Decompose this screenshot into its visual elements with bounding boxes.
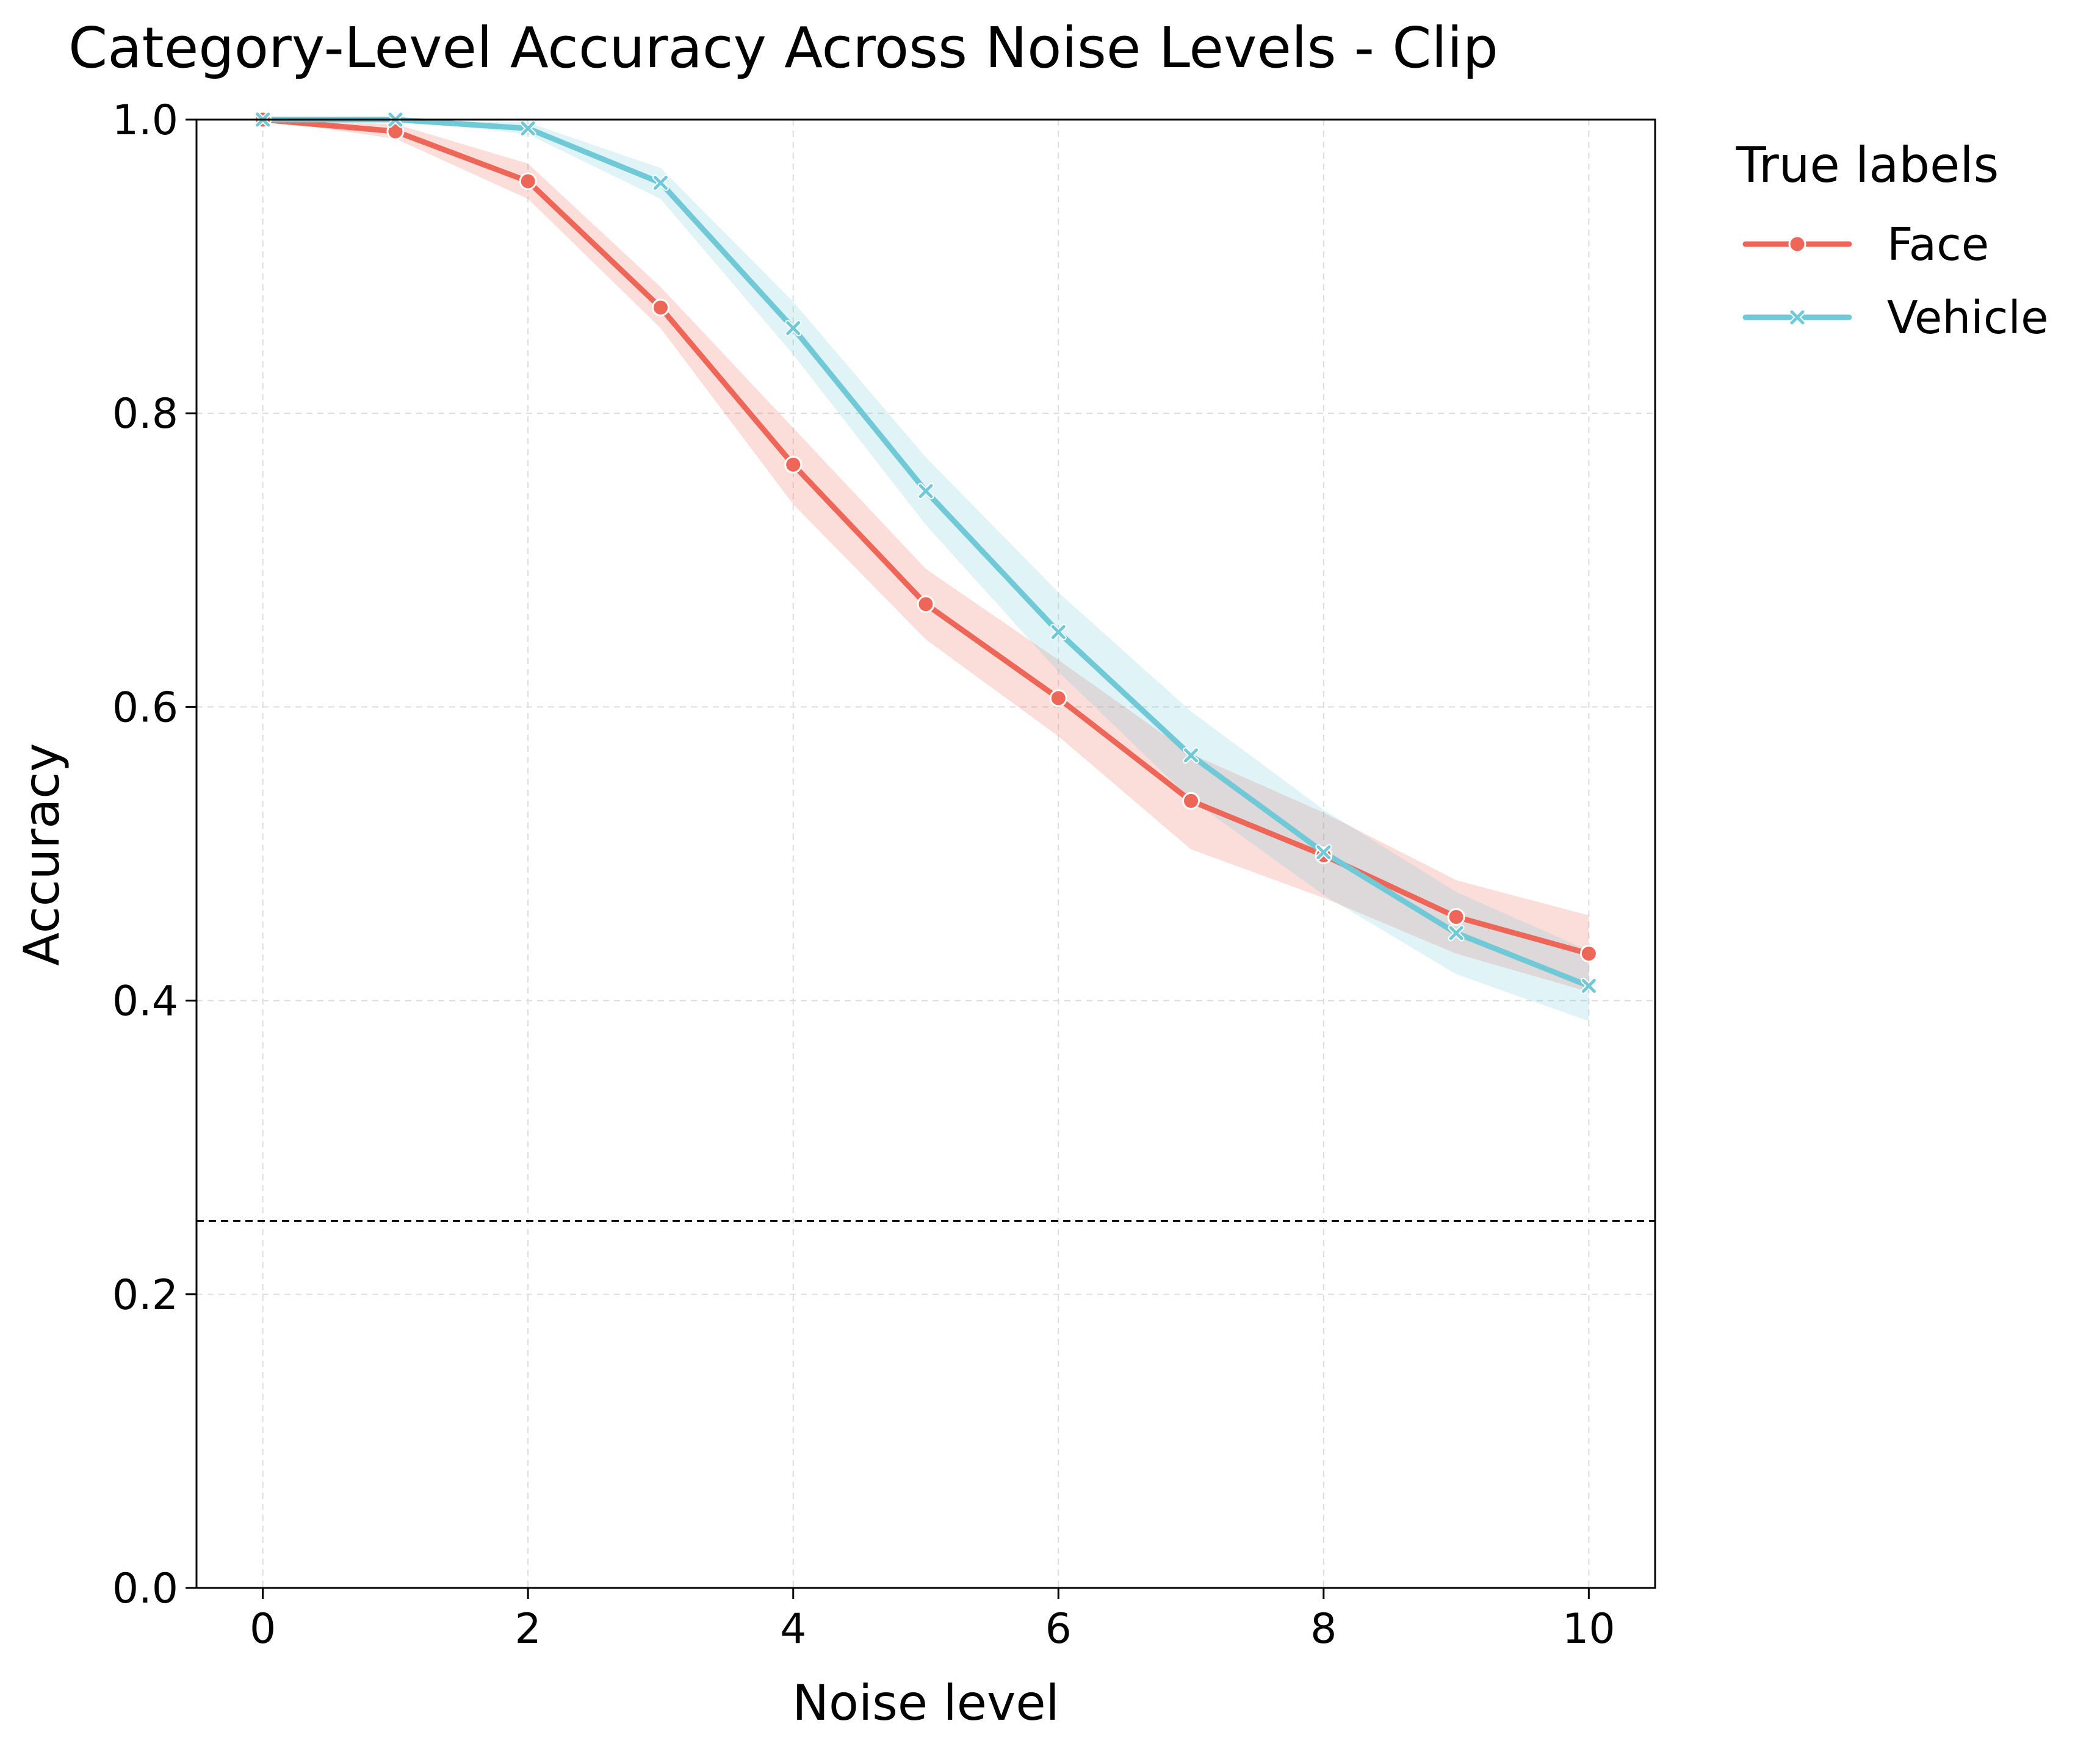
data-point-vehicle	[1315, 844, 1332, 861]
y-tick-label: 0.0	[112, 1565, 178, 1613]
legend-label-vehicle: Vehicle	[1887, 292, 2049, 344]
legend-marker-face	[1788, 235, 1806, 253]
y-axis-ticks: 0.0 0.2 0.4 0.6 0.8 1.0	[112, 96, 197, 1613]
data-point-vehicle	[652, 174, 669, 191]
data-point-face	[1182, 792, 1200, 810]
legend-title: True labels	[1736, 137, 1999, 193]
legend-item-vehicle: Vehicle	[1742, 292, 2049, 344]
data-point-vehicle	[1050, 624, 1067, 641]
data-point-vehicle	[1580, 978, 1597, 995]
y-tick-label: 0.6	[112, 684, 178, 732]
data-point-face	[519, 172, 537, 190]
data-point-face	[917, 595, 935, 613]
y-tick-label: 0.4	[112, 978, 178, 1026]
data-point-vehicle	[519, 120, 536, 137]
x-tick-label: 2	[515, 1605, 541, 1653]
plot-frame	[195, 118, 1656, 1589]
x-tick-label: 6	[1045, 1605, 1072, 1653]
x-tick-label: 4	[780, 1605, 806, 1653]
x-axis-ticks: 0 2 4 6 8 10	[250, 1588, 1615, 1653]
series-line-face	[260, 117, 1592, 957]
x-tick-label: 8	[1310, 1605, 1337, 1653]
x-axis-label: Noise level	[792, 1675, 1059, 1731]
y-axis-label: Accuracy	[13, 743, 70, 965]
data-point-face	[651, 298, 669, 317]
confidence-bands	[262, 120, 1589, 1022]
data-point-vehicle	[785, 320, 802, 337]
x-tick-label: 10	[1562, 1605, 1615, 1653]
data-point-face	[1049, 689, 1067, 707]
confidence-band-vehicle	[262, 120, 1589, 1022]
x-tick-label: 0	[250, 1605, 276, 1653]
data-point-vehicle	[1448, 925, 1465, 942]
data-point-vehicle	[1183, 747, 1200, 764]
data-point-face	[784, 455, 803, 474]
legend-items: Face Vehicle	[1742, 218, 2049, 344]
data-point-face	[1579, 945, 1598, 963]
y-tick-label: 1.0	[112, 96, 178, 145]
y-tick-label: 0.8	[112, 390, 178, 438]
legend: True labels Face Vehicle	[1736, 137, 2049, 344]
grid	[197, 119, 1655, 1589]
legend-marker-vehicle	[1790, 310, 1805, 325]
chart-title: Category-Level Accuracy Across Noise Lev…	[68, 15, 1498, 81]
legend-item-face: Face	[1742, 218, 1989, 271]
legend-label-face: Face	[1887, 218, 1989, 271]
data-point-face	[1447, 907, 1465, 926]
y-tick-label: 0.2	[112, 1271, 178, 1319]
confidence-band-face	[262, 120, 1589, 992]
data-point-vehicle	[917, 483, 934, 500]
